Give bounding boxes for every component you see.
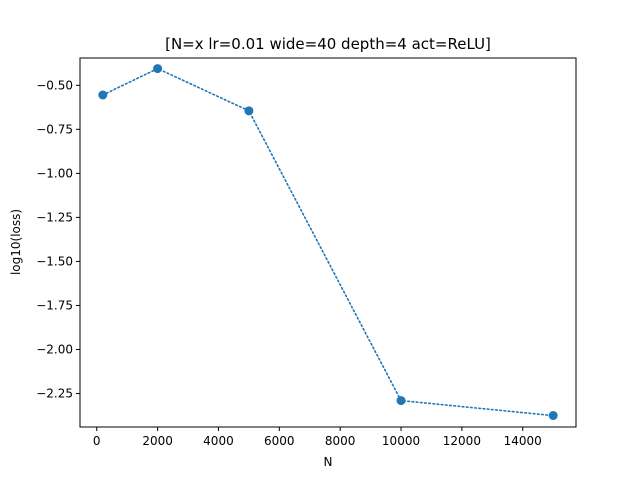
chart-title: [N=x lr=0.01 wide=40 depth=4 act=ReLU]: [165, 35, 491, 53]
data-point: [548, 411, 558, 421]
y-tick-label: −1.50: [36, 254, 73, 268]
y-axis-label: log10(loss): [9, 209, 23, 275]
x-tick-label: 2000: [142, 434, 173, 448]
x-tick-label: 12000: [443, 434, 481, 448]
plot-frame: [79, 57, 577, 428]
y-tick-label: −0.50: [36, 78, 73, 92]
y-tick-label: −1.00: [36, 166, 73, 180]
y-tick-label: −1.75: [36, 298, 73, 312]
data-point: [98, 90, 108, 100]
y-tick-label: −2.00: [36, 343, 73, 357]
x-tick-label: 10000: [382, 434, 420, 448]
plot-area: [98, 64, 558, 421]
x-tick-label: 4000: [203, 434, 234, 448]
y-axis: −0.50 −0.75 −1.00 −1.25 −1.50 −1.75 −2.00 −2.25: [36, 78, 80, 401]
data-point: [244, 106, 254, 116]
y-tick-label: −1.25: [36, 210, 73, 224]
x-axis-label: N: [324, 455, 333, 469]
data-point: [153, 64, 163, 74]
series-line: [102, 67, 555, 417]
x-tick-label: 14000: [504, 434, 542, 448]
y-tick-label: −0.75: [36, 122, 73, 136]
data-point: [396, 396, 406, 406]
y-tick-label: −2.25: [36, 387, 73, 401]
x-axis: 0 2000 4000 6000 8000 10000 12000 14000: [93, 427, 542, 448]
x-tick-label: 6000: [264, 434, 295, 448]
x-tick-label: 0: [93, 434, 101, 448]
x-tick-label: 8000: [325, 434, 356, 448]
